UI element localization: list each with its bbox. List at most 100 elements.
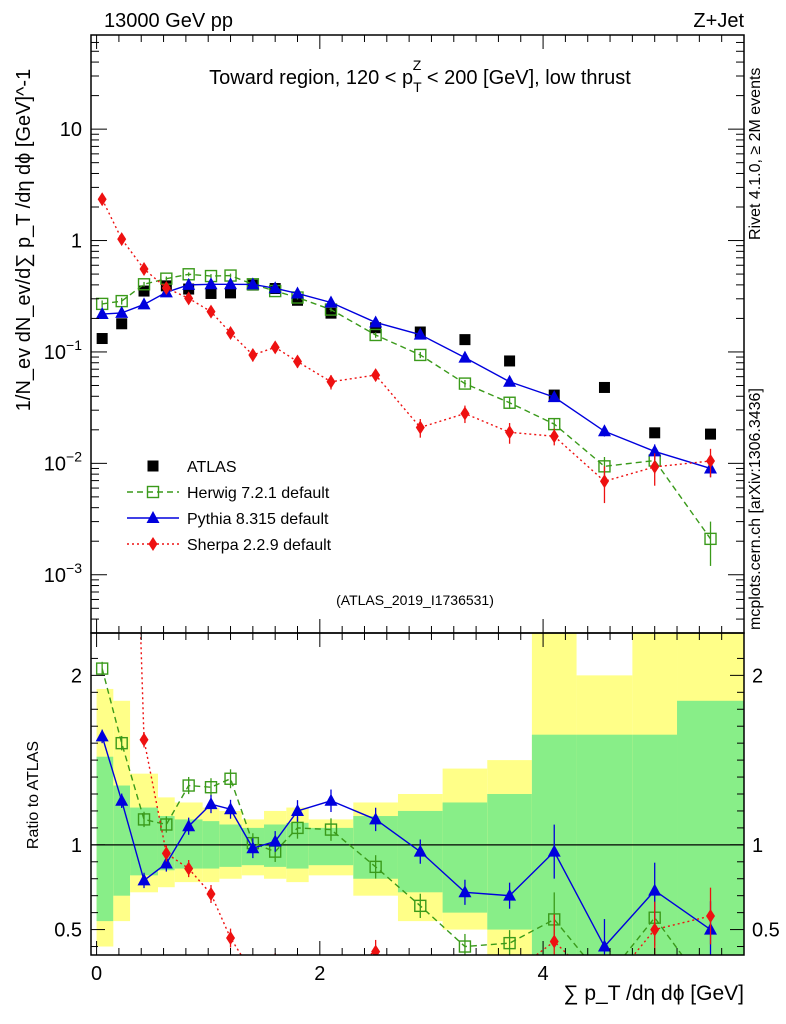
main-data-point	[325, 307, 337, 319]
ratio-data-point	[246, 841, 260, 854]
ratio-data-point	[115, 793, 129, 806]
ratio-data-point	[371, 944, 381, 955]
legend-marker	[146, 511, 160, 523]
main-data-point	[97, 192, 107, 207]
ratio-data-point	[206, 886, 216, 901]
ratio-data-point	[597, 939, 611, 952]
x-axis-label: ∑ p_T /dη dϕ [GeV]	[564, 982, 744, 1005]
main-data-point	[291, 286, 305, 299]
ratio-data-point	[458, 885, 472, 898]
main-data-point	[115, 305, 129, 318]
ratio-band-green	[113, 785, 131, 896]
main-data-point	[161, 280, 171, 295]
main-data-point	[504, 355, 516, 367]
ratio-data-point	[650, 922, 660, 937]
legend-entry: Pythia 8.315 default	[127, 511, 329, 528]
y-tick-label: 10−2	[44, 448, 82, 475]
legend-marker	[146, 485, 160, 499]
ratio-data-point	[324, 823, 338, 836]
main-data-point	[459, 334, 471, 346]
main-data-point	[204, 277, 218, 290]
main-data-point	[139, 262, 149, 277]
main-data-point	[547, 390, 561, 403]
rivet-label: Rivet 4.1.0, ≥ 2M events	[747, 68, 764, 240]
ratio-y-tick-label-right: 1	[752, 835, 763, 857]
main-y-axis-label: 1/N_ev dN_ev/d∑ p_T /dη dϕ [GeV]^-1	[13, 69, 35, 411]
main-data-point	[224, 277, 238, 290]
ratio-data-point	[137, 813, 151, 826]
main-data-point	[458, 377, 472, 390]
main-data-point	[137, 297, 151, 310]
main-data-point	[96, 333, 108, 345]
main-data-point	[598, 381, 610, 393]
main-data-point	[705, 428, 717, 440]
ratio-data-point	[503, 936, 516, 950]
ratio-data-point	[414, 899, 427, 913]
y-tick-label: 10	[60, 119, 82, 141]
main-data-point	[117, 232, 127, 247]
main-data-point	[270, 340, 280, 355]
ratio-y-tick-label: 2	[71, 665, 82, 687]
y-tick-label: 10−1	[44, 337, 82, 364]
main-data-point	[413, 327, 427, 340]
main-data-point	[292, 294, 304, 306]
y-tick-label: 10−3	[44, 560, 82, 587]
ratio-data-point	[95, 662, 109, 675]
main-data-point	[248, 347, 258, 362]
main-data-point	[138, 285, 150, 297]
ratio-data-point	[139, 732, 149, 747]
ratio-y-axis-label: Ratio to ATLAS	[25, 741, 42, 849]
main-data-point	[95, 307, 109, 320]
main-data-point	[458, 350, 472, 363]
main-data-point	[246, 277, 260, 290]
main-data-point	[116, 318, 128, 330]
ratio-data-point	[458, 940, 472, 953]
mcplots-label: mcplots.cern.ch [arXiv:1306.3436]	[747, 388, 764, 630]
legend-entry: ATLAS	[147, 459, 237, 476]
ratio-data-point	[224, 802, 238, 815]
ratio-data-point	[184, 861, 194, 876]
main-data-point	[293, 354, 303, 369]
main-data-point	[369, 315, 383, 328]
main-data-point	[599, 474, 609, 489]
ratio-y-tick-label: 0.5	[54, 920, 82, 942]
main-data-point	[706, 453, 716, 468]
ratio-data-point	[224, 772, 237, 785]
main-series-line	[101, 198, 711, 483]
ratio-data-point	[549, 934, 559, 949]
ratio-data-point	[161, 846, 171, 861]
main-data-point	[226, 325, 236, 340]
main-data-point	[505, 425, 515, 440]
analysis-label: (ATLAS_2019_I1736531)	[336, 592, 494, 608]
main-data-point	[182, 277, 196, 290]
ratio-data-point	[706, 909, 716, 924]
process-label: Z+Jet	[693, 10, 744, 32]
main-data-point	[184, 291, 194, 306]
ratio-data-point	[271, 956, 280, 970]
legend-marker	[147, 460, 159, 472]
ratio-data-point	[324, 793, 338, 806]
ratio-data-point	[413, 844, 427, 857]
main-data-point	[205, 287, 217, 299]
x-tick-label: 0	[91, 963, 102, 985]
main-data-point	[414, 348, 427, 362]
ratio-data-point	[226, 931, 236, 946]
y-tick-label: 1	[71, 231, 82, 253]
ratio-data-point	[369, 812, 383, 825]
ratio-band-green	[219, 824, 242, 867]
ratio-y-tick-label-right: 2	[752, 665, 763, 687]
ratio-band-green	[487, 794, 532, 930]
ratio-data-point	[204, 797, 218, 810]
ratio-data-point	[291, 803, 305, 816]
ratio-series-group	[139, 633, 716, 970]
ratio-data-point	[648, 883, 662, 896]
main-data-point	[225, 287, 237, 299]
legend-label: Pythia 8.315 default	[187, 511, 329, 528]
ratio-band-green	[96, 756, 114, 922]
ratio-data-point	[204, 781, 218, 794]
main-data-point	[648, 444, 662, 457]
main-data-point	[503, 374, 517, 387]
main-data-point	[206, 304, 216, 319]
ratio-data-point	[291, 821, 304, 835]
